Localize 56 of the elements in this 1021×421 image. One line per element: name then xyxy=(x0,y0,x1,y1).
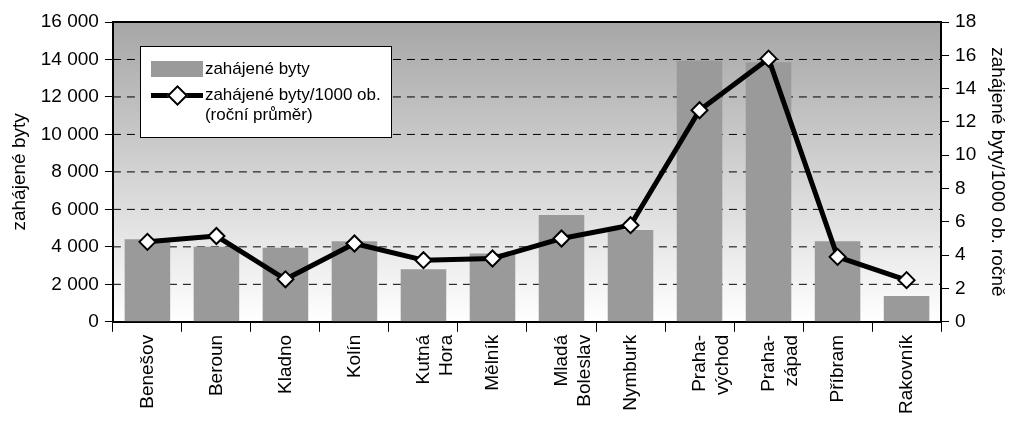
x-tick-label: Mělník xyxy=(480,334,502,391)
legend-label: zahájené byty xyxy=(204,59,310,79)
bar xyxy=(676,60,723,322)
x-tick-label: Rakovník xyxy=(894,334,916,414)
y2-tick-label: 16 xyxy=(955,43,977,65)
bar xyxy=(400,269,447,322)
point xyxy=(414,251,433,270)
point xyxy=(207,227,226,246)
y-tick-label: 14 000 xyxy=(40,47,99,69)
point xyxy=(552,229,571,248)
bar xyxy=(331,241,378,322)
x-tick-label: Příbram xyxy=(825,334,847,403)
x-tick-label: Benešov xyxy=(135,334,157,409)
y2-axis-title: zahájené byty/1000 ob. ročně xyxy=(988,47,1010,297)
y-axis-title: zahájené byty xyxy=(7,112,29,231)
y2-tick-label: 6 xyxy=(955,210,966,232)
x-tick-label: Kladno xyxy=(273,334,295,394)
x-tick-label: Nymburk xyxy=(618,334,640,411)
point xyxy=(138,232,157,251)
y-tick-label: 10 000 xyxy=(40,122,99,144)
bar xyxy=(538,215,585,322)
bar xyxy=(745,62,792,322)
y2-tick-label: 8 xyxy=(955,176,966,198)
y2-tick-label: 14 xyxy=(955,76,977,98)
point xyxy=(483,249,502,268)
y2-tick-label: 2 xyxy=(955,276,966,298)
legend-label: zahájené byty/1000 ob. (roční průměr) xyxy=(204,85,381,125)
y-tick-label: 6 000 xyxy=(51,197,99,219)
y2-tick-label: 10 xyxy=(955,143,977,165)
point xyxy=(345,234,364,253)
y2-tick-label: 12 xyxy=(955,110,977,132)
y2-tick-label: 18 xyxy=(955,10,977,32)
point xyxy=(690,101,709,120)
x-tick-label: Beroun xyxy=(204,334,226,397)
point xyxy=(759,49,778,68)
y-tick-label: 2 000 xyxy=(51,272,99,294)
bar xyxy=(814,241,861,322)
y2-tick-label: 4 xyxy=(955,243,967,265)
bar xyxy=(607,229,654,322)
point xyxy=(621,216,640,235)
x-tick-label: Kutná Hora xyxy=(411,334,456,385)
x-tick-label: Mladá Boleslav xyxy=(549,334,594,407)
point xyxy=(897,271,916,290)
bar xyxy=(193,246,240,322)
point xyxy=(828,247,847,266)
y-tick-label: 16 000 xyxy=(40,10,99,32)
bar xyxy=(124,239,171,322)
bar xyxy=(883,295,930,322)
y-tick-label: 12 000 xyxy=(40,85,99,107)
y-tick-label: 0 xyxy=(88,310,99,332)
y-tick-label: 4 000 xyxy=(51,235,99,257)
x-tick-label: Kolín xyxy=(342,334,364,379)
x-tick-label: Praha- východ xyxy=(687,334,732,395)
bar xyxy=(469,253,516,322)
y2-tick-label: 0 xyxy=(955,310,966,332)
y-tick-label: 8 000 xyxy=(51,160,99,182)
